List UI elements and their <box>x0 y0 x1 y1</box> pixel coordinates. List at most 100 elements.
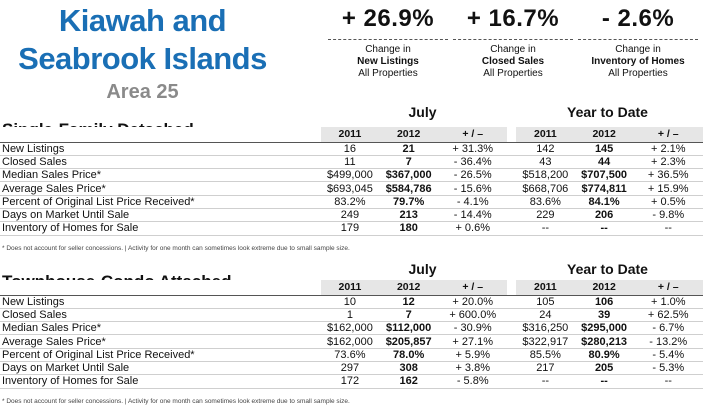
cell-ytd-change: + 15.9% <box>633 181 703 196</box>
col-ytd-2011: 2011 <box>516 280 575 295</box>
kpi-caption-line3: All Properties <box>608 68 668 79</box>
cell-month-2012: $584,786 <box>379 181 439 196</box>
table-row: Inventory of Homes for Sale 179 180 + 0.6% -… <box>0 221 703 236</box>
cell-gap <box>507 348 516 362</box>
row-label: Average Sales Price* <box>0 181 321 196</box>
row-label: Percent of Original List Price Received* <box>0 195 321 209</box>
col-month-2012: 2012 <box>379 280 439 295</box>
footnote: * Does not account for seller concession… <box>2 245 350 252</box>
kpi-inventory: - 2.6% Change in Inventory of Homes All … <box>578 5 698 80</box>
table-townhouse: 2011 2012 + / – 2011 2012 + / – New List… <box>0 280 703 389</box>
kpi-caption-line3: All Properties <box>358 68 418 79</box>
cell-month-2011: $499,000 <box>320 168 380 183</box>
area-subtitle: Area 25 <box>106 81 179 103</box>
table-header-row: 2011 2012 + / – 2011 2012 + / – <box>0 127 703 142</box>
cell-ytd-2011: 85.5% <box>516 348 575 362</box>
cell-ytd-2011: 217 <box>516 361 575 376</box>
header-spacer <box>0 280 321 295</box>
row-label: New Listings <box>0 141 321 156</box>
row-label: New Listings <box>0 294 321 309</box>
cell-ytd-change: -- <box>633 374 703 389</box>
cell-gap <box>507 181 516 196</box>
cell-ytd-2012: $707,500 <box>574 168 634 183</box>
table-row: Median Sales Price* $499,000 $367,000- 26.… <box>0 168 703 183</box>
cell-month-2011: 73.6% <box>320 348 380 362</box>
kpi-divider <box>328 39 448 40</box>
cell-month-change: - 5.8% <box>438 374 508 389</box>
table-row: Closed Sales 1 7 + 600.0% 24 39 + 62.5% <box>0 308 703 323</box>
cell-month-change: - 4.1% <box>438 195 508 209</box>
cell-month-2011: 179 <box>320 221 380 236</box>
col-month-2011: 2011 <box>320 127 380 142</box>
cell-ytd-2012: 106 <box>574 294 634 309</box>
kpi-new-listings: + 26.9% Change in New Listings All Prope… <box>328 5 448 80</box>
table-single-family: 2011 2012 + / – 2011 2012 + / – New List… <box>0 127 703 236</box>
cell-month-change: - 15.6% <box>438 181 508 196</box>
footnote: * Does not account for seller concession… <box>2 398 350 405</box>
cell-month-change: + 5.9% <box>438 348 508 362</box>
table-row: Median Sales Price* $162,000 $112,000- 30.… <box>0 321 703 336</box>
kpi-value: + 16.7% <box>466 5 560 32</box>
cell-gap <box>507 221 516 236</box>
cell-month-2012: 308 <box>379 361 439 376</box>
cell-ytd-2011: 43 <box>516 155 575 170</box>
col-ytd-change: + / – <box>633 280 703 295</box>
kpi-divider <box>453 39 573 40</box>
row-label: Percent of Original List Price Received* <box>0 348 321 362</box>
table-row: Percent of Original List Price Received*… <box>0 348 703 362</box>
kpi-caption-line3: All Properties <box>483 68 543 79</box>
page-title-line2: Seabrook Islands <box>18 41 267 76</box>
header-spacer <box>0 127 321 142</box>
cell-gap <box>507 321 516 336</box>
kpi-closed-sales: + 16.7% Change in Closed Sales All Prope… <box>453 5 573 80</box>
cell-gap <box>507 155 516 170</box>
cell-month-2012: 78.0% <box>379 348 439 362</box>
cell-ytd-change: - 5.4% <box>633 348 703 362</box>
cell-month-change: - 14.4% <box>438 208 508 223</box>
col-ytd-2012: 2012 <box>574 127 634 142</box>
col-month-2012: 2012 <box>379 127 439 142</box>
cell-ytd-2012: 145 <box>574 141 634 156</box>
cell-ytd-change: - 6.7% <box>633 321 703 336</box>
row-label: Median Sales Price* <box>0 321 321 336</box>
cell-month-2011: 1 <box>320 308 380 323</box>
cell-month-2012: 21 <box>379 141 439 156</box>
period-label-month: July <box>408 261 437 277</box>
cell-month-change: + 600.0% <box>438 308 508 323</box>
cell-month-change: + 27.1% <box>438 334 508 349</box>
header-gap <box>507 127 516 142</box>
cell-month-2012: 213 <box>379 208 439 223</box>
period-label-ytd: Year to Date <box>567 261 648 277</box>
title-block: Kiawah and Seabrook Islands Area 25 <box>0 0 285 104</box>
header-gap <box>507 280 516 295</box>
cell-month-2012: 12 <box>379 294 439 309</box>
cell-month-2012: $205,857 <box>379 334 439 349</box>
cell-ytd-change: - 13.2% <box>633 334 703 349</box>
kpi-value: + 26.9% <box>341 5 435 32</box>
cell-ytd-change: + 1.0% <box>633 294 703 309</box>
row-label: Closed Sales <box>0 308 321 323</box>
table-body: New Listings 10 12 + 20.0% 105 106 + 1.0% Close… <box>0 294 703 389</box>
row-label: Inventory of Homes for Sale <box>0 221 321 236</box>
cell-month-2012: 162 <box>379 374 439 389</box>
row-label: Average Sales Price* <box>0 334 321 349</box>
cell-ytd-2012: 80.9% <box>574 348 634 362</box>
cell-ytd-change: + 2.1% <box>633 141 703 156</box>
row-label: Days on Market Until Sale <box>0 208 321 223</box>
cell-month-2012: $112,000 <box>379 321 439 336</box>
cell-month-2011: 172 <box>320 374 380 389</box>
table-row: Average Sales Price* $693,045 $584,786- 15… <box>0 181 703 196</box>
cell-gap <box>507 374 516 389</box>
cell-month-2012: 7 <box>379 155 439 170</box>
cell-month-2012: 79.7% <box>379 195 439 209</box>
row-label: Median Sales Price* <box>0 168 321 183</box>
cell-gap <box>507 361 516 376</box>
table-row: Closed Sales 11 7- 36.4% 43 44 + 2.3% <box>0 155 703 170</box>
cell-month-change: - 26.5% <box>438 168 508 183</box>
cell-ytd-2012: $774,811 <box>574 181 634 196</box>
cell-ytd-2011: $518,200 <box>516 168 575 183</box>
kpi-caption-line1: Change in <box>490 44 536 55</box>
kpi-caption-line1: Change in <box>615 44 661 55</box>
cell-month-2011: 83.2% <box>320 195 380 209</box>
cell-ytd-2012: $295,000 <box>574 321 634 336</box>
